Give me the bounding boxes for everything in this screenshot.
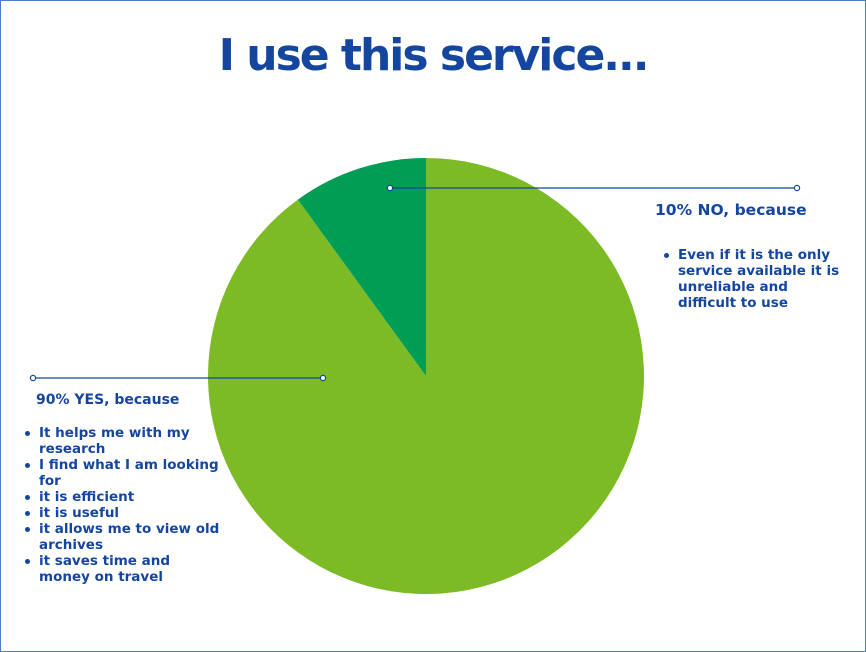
yes-reason-item: it is efficient — [24, 489, 224, 505]
yes-reason-item: it saves time and money on travel — [24, 553, 224, 585]
no-slice-label: 10% NO, because — [655, 201, 807, 219]
leader-line-yes — [29, 374, 327, 382]
pie-slice-yes — [207, 158, 644, 594]
yes-reason-item: it is useful — [24, 505, 224, 521]
no-reasons-list: Even if it is the only service available… — [663, 247, 848, 311]
yes-reason-item: I find what I am looking for — [24, 457, 224, 489]
yes-reason-item: it allows me to view old archives — [24, 521, 224, 553]
yes-reasons-list: It helps me with my research I find what… — [24, 425, 224, 585]
pie-slice-no — [297, 158, 426, 376]
leader-line-no — [386, 184, 801, 192]
yes-slice-label: 90% YES, because — [36, 392, 180, 408]
no-reason-item: Even if it is the only service available… — [663, 247, 848, 311]
yes-reason-item: It helps me with my research — [24, 425, 224, 457]
chart-title: I use this service... — [218, 30, 650, 81]
